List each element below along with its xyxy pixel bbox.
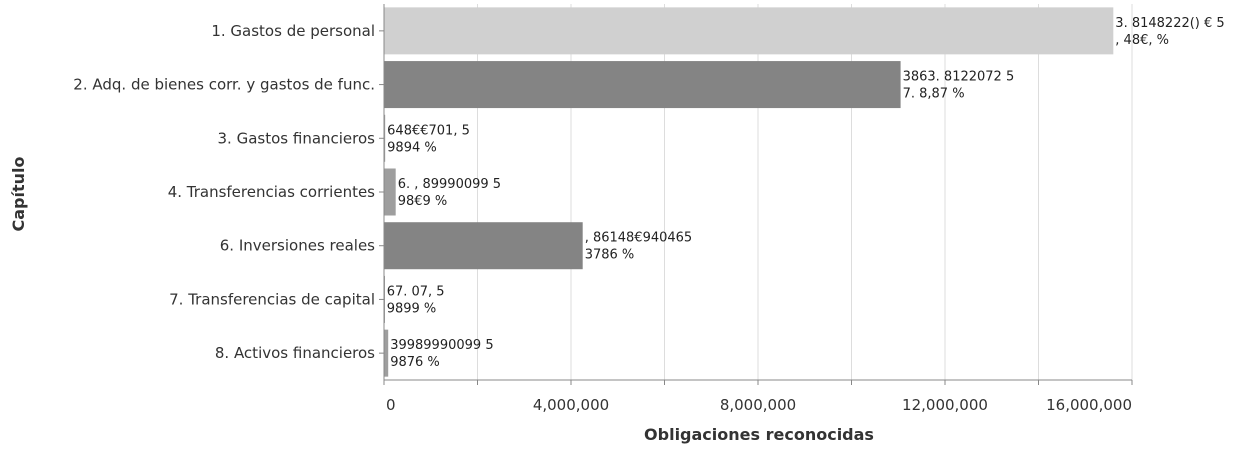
data-label: 98€9 % <box>398 194 448 209</box>
data-label: 3863. 8122072 5 <box>903 70 1015 85</box>
bar <box>384 329 389 377</box>
data-label: 9876 % <box>390 355 440 370</box>
axes: 0 4,000,000 8,000,000 12,000,000 16,000,000 <box>379 4 1133 414</box>
category-label: 7. Transferencias de capital <box>169 290 375 308</box>
data-label: 67. 07, 5 <box>387 284 445 299</box>
bars <box>384 7 1114 377</box>
x-tick-label: 4,000,000 <box>533 396 609 414</box>
data-label: 7. 8,87 % <box>903 87 965 102</box>
x-tick-label: 16,000,000 <box>1046 396 1132 414</box>
data-label: 9899 % <box>387 301 437 316</box>
data-label: 9894 % <box>387 140 437 155</box>
x-tick-label: 0 <box>386 396 396 414</box>
category-label: 6. Inversiones reales <box>220 237 375 255</box>
bar <box>384 7 1114 55</box>
data-label: 39989990099 5 <box>390 338 493 353</box>
bar <box>384 114 386 162</box>
category-label: 1. Gastos de personal <box>211 22 375 40</box>
labels: 1. Gastos de personal 3. 8148222() € 5 , 4… <box>73 16 1224 370</box>
category-label: 3. Gastos financieros <box>218 129 376 147</box>
category-label: 2. Adq. de bienes corr. y gastos de func… <box>73 76 375 94</box>
x-tick-label: 8,000,000 <box>720 396 796 414</box>
data-label: 648€€701, 5 <box>387 123 470 138</box>
data-label: , 48€, % <box>1115 33 1169 48</box>
category-label: 8. Activos financieros <box>215 344 375 362</box>
data-label: , 86148€940465 <box>585 231 693 246</box>
data-label: 3. 8148222() € 5 <box>1115 16 1224 31</box>
grid <box>383 4 1133 380</box>
data-label: 3786 % <box>585 248 635 263</box>
bar <box>384 168 396 216</box>
data-label: 6. , 89990099 5 <box>398 177 501 192</box>
bar <box>384 61 901 109</box>
x-tick-label: 12,000,000 <box>902 396 988 414</box>
bar <box>384 222 583 270</box>
category-label: 4. Transferencias corrientes <box>168 183 375 201</box>
y-axis-title: Capítulo <box>9 157 28 232</box>
x-axis-title: Obligaciones reconocidas <box>644 425 874 444</box>
